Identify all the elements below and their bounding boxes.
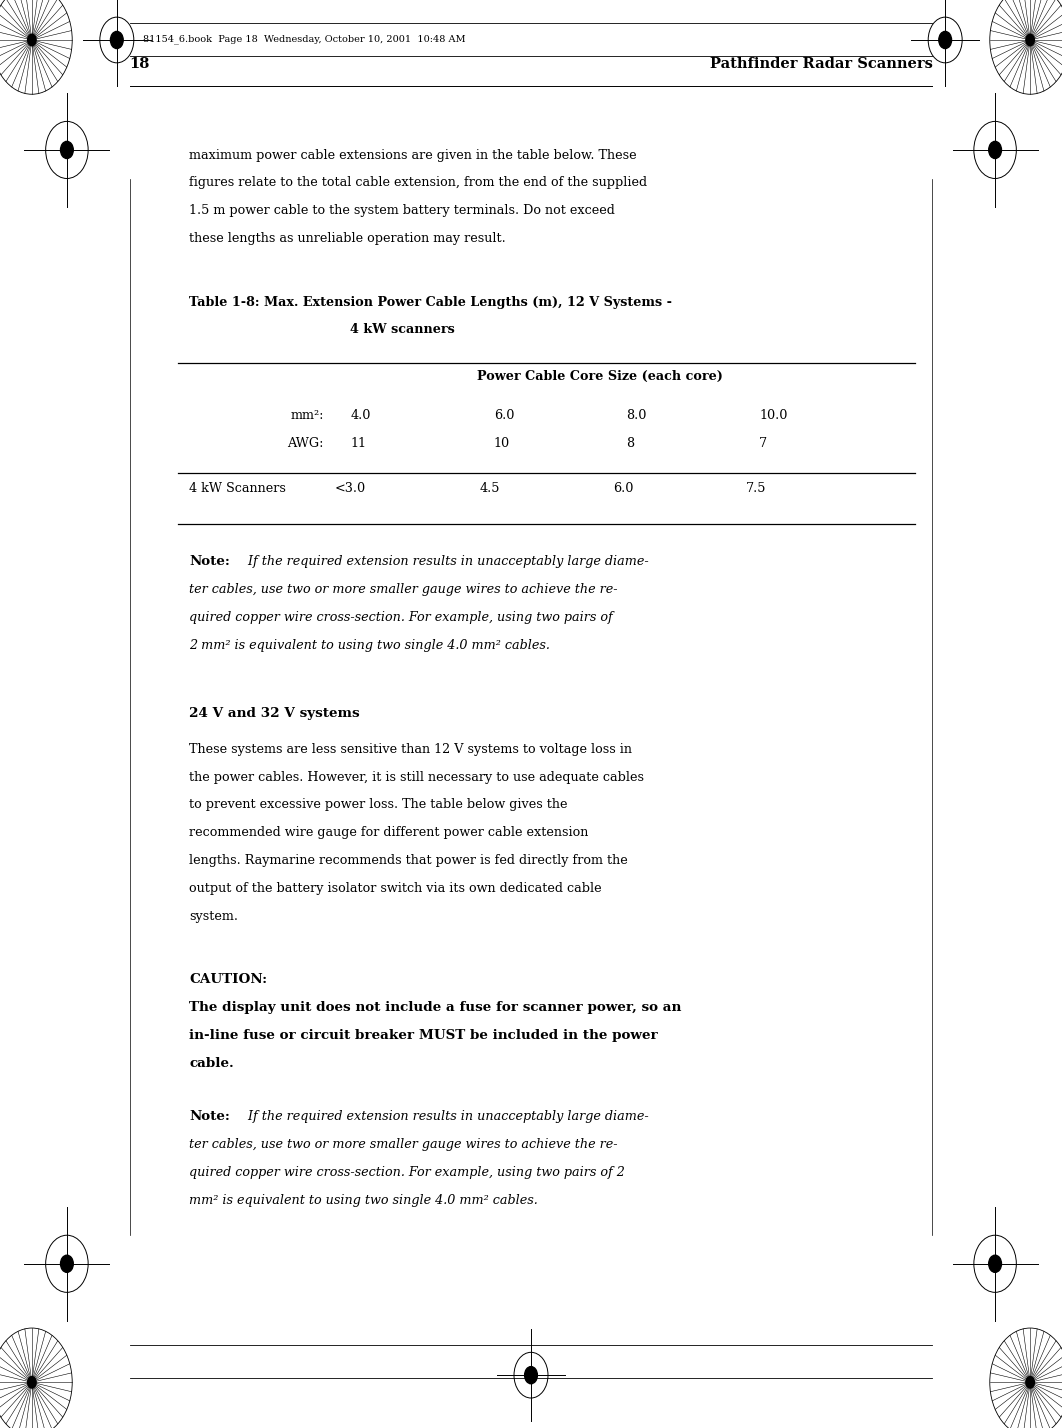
Text: AWG:: AWG: [288, 437, 324, 450]
Text: these lengths as unreliable operation may result.: these lengths as unreliable operation ma… [189, 231, 506, 246]
Text: If the required extension results in unacceptably large diame-: If the required extension results in una… [244, 1111, 649, 1124]
Text: Table 1-8: Max. Extension Power Cable Lengths (m), 12 V Systems -: Table 1-8: Max. Extension Power Cable Le… [189, 296, 672, 308]
Circle shape [525, 1367, 537, 1384]
Circle shape [28, 34, 36, 46]
Circle shape [1026, 1377, 1034, 1388]
Text: 7: 7 [759, 437, 768, 450]
Text: 18: 18 [130, 57, 150, 71]
Circle shape [989, 141, 1001, 159]
Text: 11: 11 [350, 437, 366, 450]
Circle shape [1026, 34, 1034, 46]
Text: cable.: cable. [189, 1057, 234, 1070]
Text: quired copper wire cross-section. For example, using two pairs of 2: quired copper wire cross-section. For ex… [189, 1167, 624, 1180]
Text: 7.5: 7.5 [746, 481, 766, 494]
Text: in-line fuse or circuit breaker MUST be included in the power: in-line fuse or circuit breaker MUST be … [189, 1030, 657, 1042]
Text: Pathfinder Radar Scanners: Pathfinder Radar Scanners [709, 57, 932, 71]
Circle shape [939, 31, 952, 49]
Text: 1.5 m power cable to the system battery terminals. Do not exceed: 1.5 m power cable to the system battery … [189, 204, 615, 217]
Circle shape [989, 1255, 1001, 1272]
Text: quired copper wire cross-section. For example, using two pairs of: quired copper wire cross-section. For ex… [189, 611, 613, 624]
Text: 6.0: 6.0 [613, 481, 633, 494]
Text: recommended wire gauge for different power cable extension: recommended wire gauge for different pow… [189, 827, 588, 840]
Text: mm² is equivalent to using two single 4.0 mm² cables.: mm² is equivalent to using two single 4.… [189, 1194, 537, 1207]
Text: ter cables, use two or more smaller gauge wires to achieve the re-: ter cables, use two or more smaller gaug… [189, 1138, 617, 1151]
Text: ter cables, use two or more smaller gauge wires to achieve the re-: ter cables, use two or more smaller gaug… [189, 583, 617, 595]
Circle shape [61, 141, 73, 159]
Text: These systems are less sensitive than 12 V systems to voltage loss in: These systems are less sensitive than 12… [189, 743, 632, 755]
Text: system.: system. [189, 910, 238, 922]
Text: The display unit does not include a fuse for scanner power, so an: The display unit does not include a fuse… [189, 1001, 682, 1014]
Text: Note:: Note: [189, 555, 229, 568]
Text: 8: 8 [627, 437, 635, 450]
Text: lengths. Raymarine recommends that power is fed directly from the: lengths. Raymarine recommends that power… [189, 854, 628, 867]
Text: <3.0: <3.0 [335, 481, 365, 494]
Text: Note:: Note: [189, 1111, 229, 1124]
Text: mm²:: mm²: [290, 408, 324, 421]
Text: If the required extension results in unacceptably large diame-: If the required extension results in una… [244, 555, 649, 568]
Text: 4.5: 4.5 [480, 481, 500, 494]
Text: maximum power cable extensions are given in the table below. These: maximum power cable extensions are given… [189, 149, 636, 161]
Text: 10: 10 [494, 437, 510, 450]
Text: 2 mm² is equivalent to using two single 4.0 mm² cables.: 2 mm² is equivalent to using two single … [189, 638, 550, 651]
Text: Power Cable Core Size (each core): Power Cable Core Size (each core) [477, 370, 723, 383]
Text: 10.0: 10.0 [759, 408, 788, 421]
Text: 4.0: 4.0 [350, 408, 371, 421]
Text: the power cables. However, it is still necessary to use adequate cables: the power cables. However, it is still n… [189, 771, 644, 784]
Text: to prevent excessive power loss. The table below gives the: to prevent excessive power loss. The tab… [189, 798, 567, 811]
Circle shape [61, 1255, 73, 1272]
Text: 24 V and 32 V systems: 24 V and 32 V systems [189, 707, 360, 720]
Text: figures relate to the total cable extension, from the end of the supplied: figures relate to the total cable extens… [189, 176, 647, 190]
Circle shape [28, 1377, 36, 1388]
Text: 8.0: 8.0 [627, 408, 647, 421]
Text: 81154_6.book  Page 18  Wednesday, October 10, 2001  10:48 AM: 81154_6.book Page 18 Wednesday, October … [143, 34, 466, 44]
Text: 4 kW scanners: 4 kW scanners [350, 323, 456, 337]
Text: 6.0: 6.0 [494, 408, 514, 421]
Text: 4 kW Scanners: 4 kW Scanners [189, 481, 286, 494]
Text: output of the battery isolator switch via its own dedicated cable: output of the battery isolator switch vi… [189, 883, 602, 895]
Text: CAUTION:: CAUTION: [189, 974, 268, 987]
Circle shape [110, 31, 123, 49]
